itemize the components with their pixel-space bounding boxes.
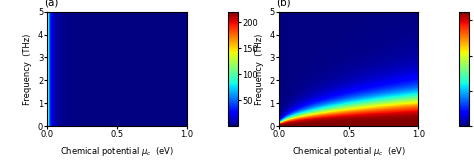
Text: (b): (b): [276, 0, 291, 7]
X-axis label: Chemical potential $\mu_c$  (eV): Chemical potential $\mu_c$ (eV): [60, 145, 174, 158]
Y-axis label: Frequency  (THz): Frequency (THz): [255, 33, 264, 105]
Y-axis label: Frequency  (THz): Frequency (THz): [23, 33, 32, 105]
X-axis label: Chemical potential $\mu_c$  (eV): Chemical potential $\mu_c$ (eV): [292, 145, 406, 158]
Text: (a): (a): [45, 0, 59, 7]
